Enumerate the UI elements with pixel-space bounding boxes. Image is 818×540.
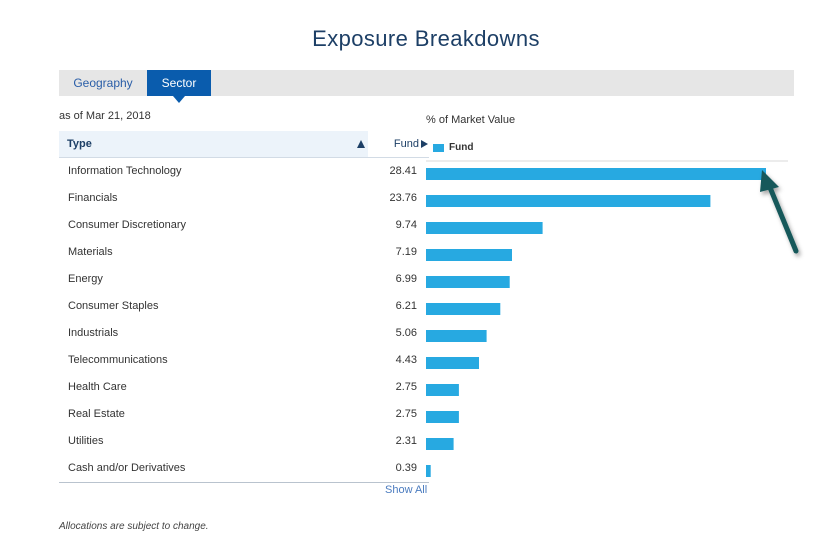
cell-fund-value: 7.19 xyxy=(395,246,417,258)
cell-fund-value: 5.06 xyxy=(395,327,417,339)
footnote: Allocations are subject to change. xyxy=(59,521,209,532)
table-row: Consumer Discretionary 9.74 xyxy=(59,212,429,239)
cell-fund-value: 6.21 xyxy=(395,300,417,312)
cell-fund-value: 4.43 xyxy=(395,354,417,366)
cell-sector-type: Real Estate xyxy=(68,408,125,420)
table-row: Information Technology 28.41 xyxy=(59,158,429,185)
tab-sector[interactable]: Sector xyxy=(147,70,211,103)
cell-sector-type: Health Care xyxy=(68,381,127,393)
bar-consumer-discretionary xyxy=(426,222,543,234)
cell-sector-type: Energy xyxy=(68,273,103,285)
cell-fund-value: 2.75 xyxy=(395,408,417,420)
bar-information-technology xyxy=(426,168,766,180)
show-all-link[interactable]: Show All xyxy=(385,484,428,496)
cell-fund-value: 6.99 xyxy=(395,273,417,285)
page-title: Exposure Breakdowns xyxy=(312,26,540,51)
sort-ascending-icon[interactable] xyxy=(357,140,365,148)
tab-geography[interactable]: Geography xyxy=(73,76,133,90)
cell-sector-type: Industrials xyxy=(68,327,119,339)
cell-fund-value: 9.74 xyxy=(395,219,417,231)
table-footer-divider xyxy=(59,482,429,483)
bar-real-estate xyxy=(426,411,459,423)
bar-consumer-staples xyxy=(426,303,501,315)
cell-fund-value: 23.76 xyxy=(389,192,417,204)
cell-sector-type: Cash and/or Derivatives xyxy=(68,462,186,474)
cell-fund-value: 2.31 xyxy=(395,435,417,447)
bar-chart xyxy=(426,160,799,477)
annotation-arrow xyxy=(760,170,799,254)
cell-fund-value: 2.75 xyxy=(395,381,417,393)
cell-sector-type: Utilities xyxy=(68,435,104,447)
table-row: Financials 23.76 xyxy=(59,185,429,212)
cell-sector-type: Information Technology xyxy=(68,165,182,177)
table-row: Health Care 2.75 xyxy=(59,374,429,401)
column-header-fund-label: Fund xyxy=(393,138,419,150)
bar-industrials xyxy=(426,330,487,342)
cell-fund-value: 0.39 xyxy=(395,462,417,474)
cell-fund-value: 28.41 xyxy=(389,165,417,177)
bar-utilities xyxy=(426,438,454,450)
table-row: Real Estate 2.75 xyxy=(59,401,429,428)
table-row: Materials 7.19 xyxy=(59,239,429,266)
table-row: Cash and/or Derivatives 0.39 xyxy=(59,455,429,482)
column-header-fund[interactable]: Fund xyxy=(368,131,429,157)
bar-group xyxy=(426,168,766,477)
column-header-type-label: Type xyxy=(67,138,92,150)
legend-swatch-fund xyxy=(433,144,444,152)
arrow-head-icon xyxy=(760,170,779,192)
bar-health-care xyxy=(426,384,459,396)
table-row: Telecommunications 4.43 xyxy=(59,347,429,374)
legend-label-fund: Fund xyxy=(449,142,474,153)
bar-telecommunications xyxy=(426,357,479,369)
expand-right-icon[interactable] xyxy=(421,140,428,148)
cell-sector-type: Consumer Discretionary xyxy=(68,219,186,231)
table-header: Type Fund xyxy=(59,131,429,158)
column-header-type[interactable]: Type xyxy=(59,131,368,157)
bar-cash-and-or-derivatives xyxy=(426,465,431,477)
chart-title: % of Market Value xyxy=(426,114,516,126)
cell-sector-type: Telecommunications xyxy=(68,354,168,366)
table-body: Information Technology 28.41 Financials 23.… xyxy=(59,158,429,482)
sector-table: Type Fund Information Technology 28.41 Fin… xyxy=(59,131,429,482)
cell-sector-type: Consumer Staples xyxy=(68,300,159,312)
bar-energy xyxy=(426,276,510,288)
table-row: Industrials 5.06 xyxy=(59,320,429,347)
bar-materials xyxy=(426,249,512,261)
cell-sector-type: Financials xyxy=(68,192,118,204)
table-row: Energy 6.99 xyxy=(59,266,429,293)
tab-bar: Geography Sector xyxy=(59,70,794,103)
arrow-shaft xyxy=(766,182,799,254)
cell-sector-type: Materials xyxy=(68,246,113,258)
as-of-date: as of Mar 21, 2018 xyxy=(59,110,151,122)
table-row: Utilities 2.31 xyxy=(59,428,429,455)
bar-financials xyxy=(426,195,711,207)
table-row: Consumer Staples 6.21 xyxy=(59,293,429,320)
